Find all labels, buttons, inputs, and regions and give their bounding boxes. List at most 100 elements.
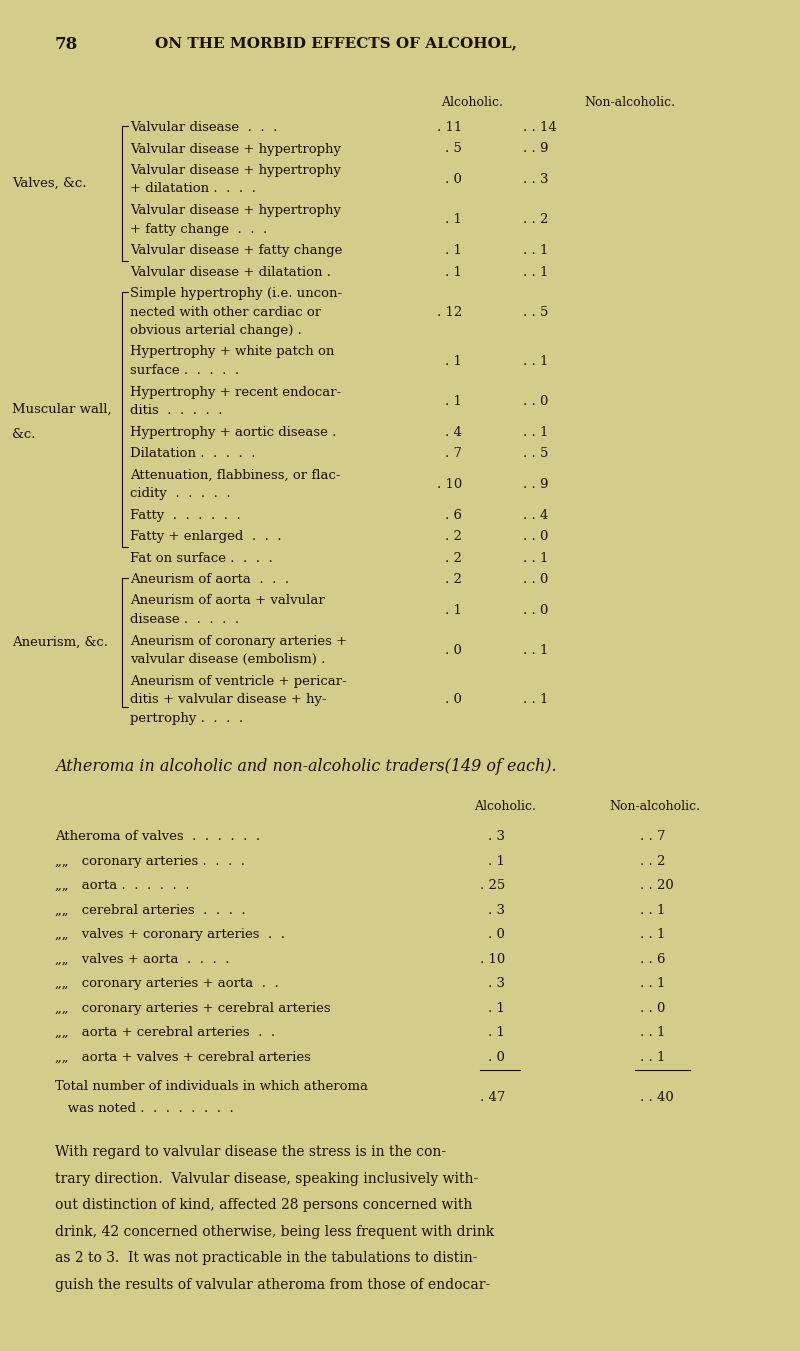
Text: Atheroma in alcoholic and non-alcoholic traders(149 of each).: Atheroma in alcoholic and non-alcoholic … — [55, 758, 557, 775]
Text: . 0: . 0 — [445, 173, 462, 186]
Text: &c.: &c. — [12, 428, 35, 440]
Text: . . 1: . . 1 — [523, 551, 548, 565]
Text: Aneurism of coronary arteries +: Aneurism of coronary arteries + — [130, 635, 347, 647]
Text: Alcoholic.: Alcoholic. — [474, 800, 536, 813]
Text: . . 6: . . 6 — [640, 952, 666, 966]
Text: Aneurism of aorta  .  .  .: Aneurism of aorta . . . — [130, 573, 289, 586]
Text: Fatty + enlarged  .  .  .: Fatty + enlarged . . . — [130, 530, 282, 543]
Text: . 25: . 25 — [480, 880, 505, 892]
Text: nected with other cardiac or: nected with other cardiac or — [130, 305, 321, 319]
Text: . . 1: . . 1 — [640, 1025, 666, 1039]
Text: „„ aorta + cerebral arteries  .  .: „„ aorta + cerebral arteries . . — [55, 1025, 275, 1039]
Text: . 2: . 2 — [445, 530, 462, 543]
Text: . . 1: . . 1 — [523, 426, 548, 439]
Text: ditis + valvular disease + hy-: ditis + valvular disease + hy- — [130, 693, 326, 707]
Text: . . 5: . . 5 — [523, 305, 548, 319]
Text: Valvular disease + hypertrophy: Valvular disease + hypertrophy — [130, 142, 341, 155]
Text: Aneurism of aorta + valvular: Aneurism of aorta + valvular — [130, 594, 325, 608]
Text: . 1: . 1 — [445, 245, 462, 257]
Text: „„ coronary arteries + cerebral arteries: „„ coronary arteries + cerebral arteries — [55, 1001, 330, 1015]
Text: . . 1: . . 1 — [523, 245, 548, 257]
Text: . . 5: . . 5 — [523, 447, 548, 459]
Text: Non-alcoholic.: Non-alcoholic. — [585, 96, 675, 109]
Text: Alcoholic.: Alcoholic. — [441, 96, 503, 109]
Text: „„ coronary arteries .  .  .  .: „„ coronary arteries . . . . — [55, 854, 245, 867]
Text: Atheroma of valves  .  .  .  .  .  .: Atheroma of valves . . . . . . — [55, 830, 264, 843]
Text: . 3: . 3 — [488, 830, 505, 843]
Text: . 11: . 11 — [437, 122, 462, 134]
Text: „„ coronary arteries + aorta  .  .: „„ coronary arteries + aorta . . — [55, 977, 278, 990]
Text: . 10: . 10 — [480, 952, 505, 966]
Text: „„ cerebral arteries  .  .  .  .: „„ cerebral arteries . . . . — [55, 904, 246, 916]
Text: Valvular disease + fatty change: Valvular disease + fatty change — [130, 245, 342, 257]
Text: valvular disease (embolism) .: valvular disease (embolism) . — [130, 653, 326, 666]
Text: . . 1: . . 1 — [640, 1051, 666, 1063]
Text: Valvular disease + dilatation .: Valvular disease + dilatation . — [130, 266, 331, 278]
Text: . . 9: . . 9 — [523, 142, 549, 155]
Text: . 1: . 1 — [488, 1025, 505, 1039]
Text: . . 2: . . 2 — [640, 854, 666, 867]
Text: 78: 78 — [55, 36, 78, 53]
Text: . . 40: . . 40 — [640, 1092, 674, 1104]
Text: Fat on surface .  .  .  .: Fat on surface . . . . — [130, 551, 273, 565]
Text: . 0: . 0 — [445, 643, 462, 657]
Text: . 1: . 1 — [445, 266, 462, 278]
Text: . . 2: . . 2 — [523, 213, 548, 226]
Text: . 1: . 1 — [445, 213, 462, 226]
Text: „„ aorta + valves + cerebral arteries: „„ aorta + valves + cerebral arteries — [55, 1051, 311, 1063]
Text: obvious arterial change) .: obvious arterial change) . — [130, 324, 302, 336]
Text: . 6: . 6 — [445, 508, 462, 521]
Text: . . 1: . . 1 — [640, 928, 666, 942]
Text: . 0: . 0 — [488, 928, 505, 942]
Text: Valvular disease  .  .  .: Valvular disease . . . — [130, 122, 282, 134]
Text: surface .  .  .  .  .: surface . . . . . — [130, 363, 239, 377]
Text: . 1: . 1 — [488, 1001, 505, 1015]
Text: . . 1: . . 1 — [640, 904, 666, 916]
Text: With regard to valvular disease the stress is in the con-: With regard to valvular disease the stre… — [55, 1146, 446, 1159]
Text: . 0: . 0 — [488, 1051, 505, 1063]
Text: Valves, &c.: Valves, &c. — [12, 177, 86, 189]
Text: pertrophy .  .  .  .: pertrophy . . . . — [130, 712, 243, 724]
Text: Hypertrophy + white patch on: Hypertrophy + white patch on — [130, 346, 334, 358]
Text: . 2: . 2 — [445, 551, 462, 565]
Text: . 4: . 4 — [445, 426, 462, 439]
Text: cidity  .  .  .  .  .: cidity . . . . . — [130, 486, 230, 500]
Text: . . 0: . . 0 — [523, 604, 548, 617]
Text: . . 7: . . 7 — [640, 830, 666, 843]
Text: . . 1: . . 1 — [523, 693, 548, 707]
Text: . 2: . 2 — [445, 573, 462, 586]
Text: Valvular disease + hypertrophy: Valvular disease + hypertrophy — [130, 163, 341, 177]
Text: . 1: . 1 — [445, 355, 462, 367]
Text: . . 1: . . 1 — [523, 355, 548, 367]
Text: + fatty change  .  .  .: + fatty change . . . — [130, 223, 267, 235]
Text: as 2 to 3.  It was not practicable in the tabulations to distin-: as 2 to 3. It was not practicable in the… — [55, 1251, 478, 1265]
Text: + dilatation .  .  .  .: + dilatation . . . . — [130, 182, 256, 196]
Text: Simple hypertrophy (i.e. uncon-: Simple hypertrophy (i.e. uncon- — [130, 286, 342, 300]
Text: . . 4: . . 4 — [523, 508, 548, 521]
Text: . . 14: . . 14 — [523, 122, 557, 134]
Text: Dilatation .  .  .  .  .: Dilatation . . . . . — [130, 447, 255, 459]
Text: . . 0: . . 0 — [523, 394, 548, 408]
Text: . . 1: . . 1 — [523, 643, 548, 657]
Text: . . 9: . . 9 — [523, 478, 549, 490]
Text: . . 0: . . 0 — [523, 573, 548, 586]
Text: . . 1: . . 1 — [523, 266, 548, 278]
Text: Aneurism of ventricle + pericar-: Aneurism of ventricle + pericar- — [130, 674, 346, 688]
Text: . . 0: . . 0 — [640, 1001, 666, 1015]
Text: ON THE MORBID EFFECTS OF ALCOHOL,: ON THE MORBID EFFECTS OF ALCOHOL, — [155, 36, 517, 50]
Text: „„ aorta .  .  .  .  .  .: „„ aorta . . . . . . — [55, 880, 190, 892]
Text: . . 1: . . 1 — [640, 977, 666, 990]
Text: ditis  .  .  .  .  .: ditis . . . . . — [130, 404, 222, 417]
Text: . 12: . 12 — [437, 305, 462, 319]
Text: . 7: . 7 — [445, 447, 462, 459]
Text: Total number of individuals in which atheroma: Total number of individuals in which ath… — [55, 1079, 368, 1093]
Text: . 3: . 3 — [488, 977, 505, 990]
Text: Muscular wall,: Muscular wall, — [12, 403, 112, 416]
Text: . 1: . 1 — [488, 854, 505, 867]
Text: . . 3: . . 3 — [523, 173, 549, 186]
Text: out distinction of kind, affected 28 persons concerned with: out distinction of kind, affected 28 per… — [55, 1198, 472, 1212]
Text: disease .  .  .  .  .: disease . . . . . — [130, 613, 239, 626]
Text: guish the results of valvular atheroma from those of endocar-: guish the results of valvular atheroma f… — [55, 1278, 490, 1292]
Text: . 47: . 47 — [480, 1092, 505, 1104]
Text: . 3: . 3 — [488, 904, 505, 916]
